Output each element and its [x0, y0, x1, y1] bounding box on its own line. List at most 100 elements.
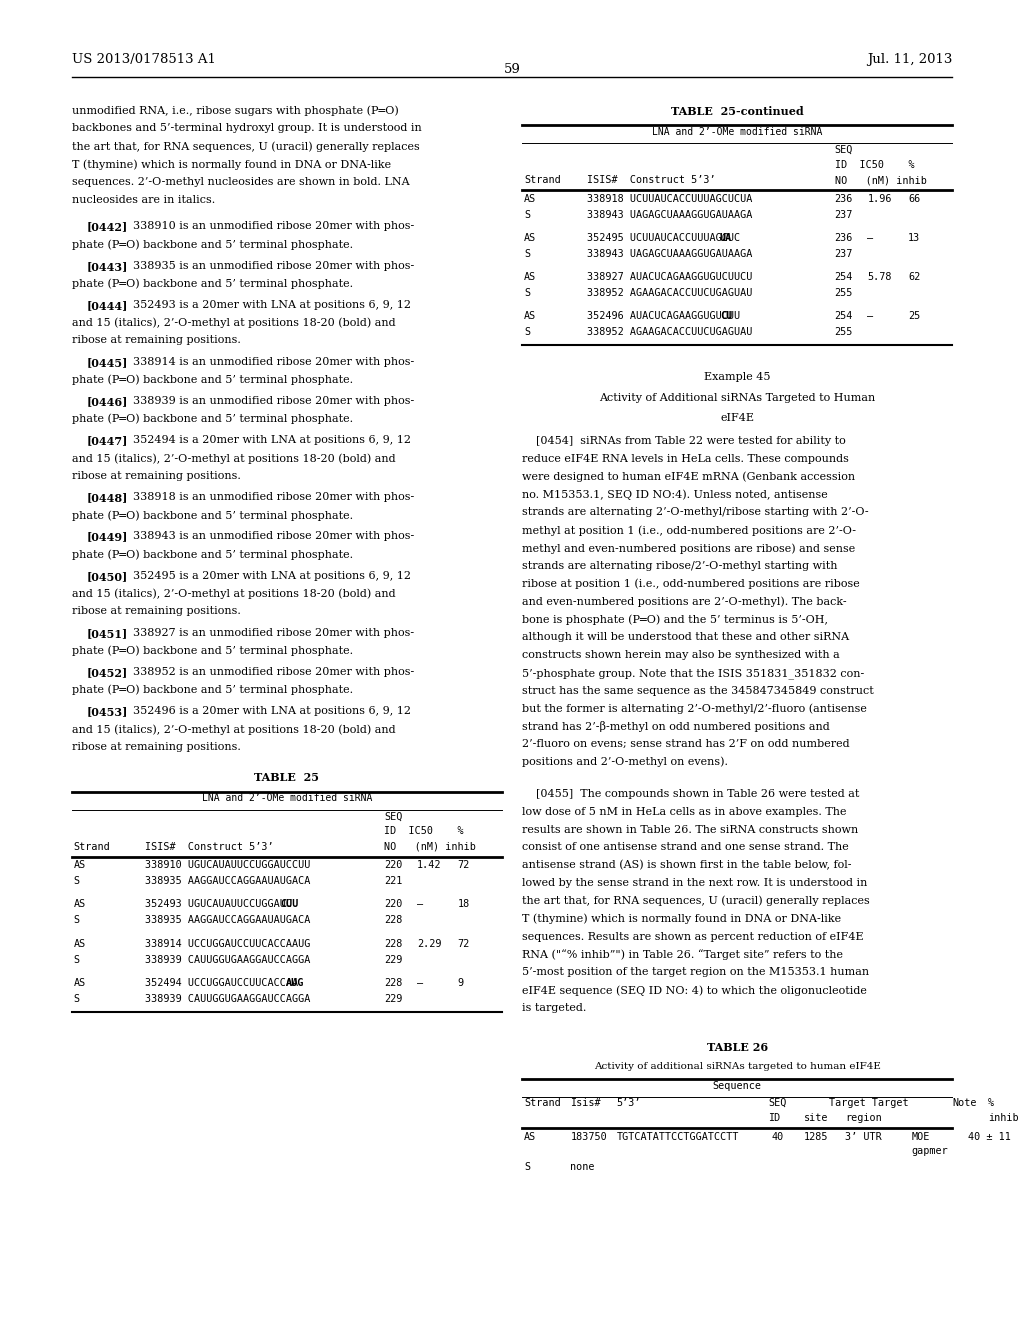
Text: Strand: Strand: [74, 842, 111, 851]
Text: phate (P═O) backbone and 5’ terminal phosphate.: phate (P═O) backbone and 5’ terminal pho…: [72, 549, 353, 560]
Text: TABLE  25: TABLE 25: [254, 772, 319, 783]
Text: T (thymine) which is normally found in DNA or DNA-like: T (thymine) which is normally found in D…: [522, 913, 842, 924]
Text: –: –: [867, 312, 873, 321]
Text: 1.42: 1.42: [417, 861, 441, 870]
Text: methyl at position 1 (i.e., odd-numbered positions are 2’-O-: methyl at position 1 (i.e., odd-numbered…: [522, 525, 856, 536]
Text: 338943 UAGAGCUAAAGGUGAUAAGA: 338943 UAGAGCUAAAGGUGAUAAGA: [587, 210, 752, 220]
Text: 62: 62: [908, 272, 921, 282]
Text: 221: 221: [384, 876, 402, 886]
Text: none: none: [570, 1162, 595, 1172]
Text: phate (P═O) backbone and 5’ terminal phosphate.: phate (P═O) backbone and 5’ terminal pho…: [72, 375, 353, 385]
Text: 338939 CAUUGGUGAAGGAUCCAGGA: 338939 CAUUGGUGAAGGAUCCAGGA: [145, 954, 310, 965]
Text: S: S: [524, 1162, 530, 1172]
Text: ribose at remaining positions.: ribose at remaining positions.: [72, 606, 241, 616]
Text: were designed to human eIF4E mRNA (Genbank accession: were designed to human eIF4E mRNA (Genba…: [522, 471, 855, 482]
Text: 237: 237: [835, 249, 853, 259]
Text: Sequence: Sequence: [713, 1081, 762, 1090]
Text: site: site: [804, 1113, 828, 1123]
Text: [0455]  The compounds shown in Table 26 were tested at: [0455] The compounds shown in Table 26 w…: [522, 789, 859, 799]
Text: LNA and 2’-OMe modified siRNA: LNA and 2’-OMe modified siRNA: [652, 127, 822, 136]
Text: S: S: [524, 210, 530, 220]
Text: 72: 72: [458, 939, 470, 949]
Text: 228: 228: [384, 916, 402, 925]
Text: NO   (nM) inhib: NO (nM) inhib: [835, 176, 927, 185]
Text: 338927 AUACUCAGAAGGUGUCUUCU: 338927 AUACUCAGAAGGUGUCUUCU: [587, 272, 752, 282]
Text: 228: 228: [384, 978, 402, 987]
Text: S: S: [524, 249, 530, 259]
Text: results are shown in Table 26. The siRNA constructs shown: results are shown in Table 26. The siRNA…: [522, 825, 858, 834]
Text: [0443]: [0443]: [87, 260, 128, 272]
Text: S: S: [74, 916, 80, 925]
Text: 338939 CAUUGGUGAAGGAUCCAGGA: 338939 CAUUGGUGAAGGAUCCAGGA: [145, 994, 310, 1005]
Text: 5’3’: 5’3’: [616, 1098, 641, 1107]
Text: UA: UA: [720, 232, 732, 243]
Text: ribose at remaining positions.: ribose at remaining positions.: [72, 471, 241, 480]
Text: TABLE 26: TABLE 26: [707, 1041, 768, 1053]
Text: eIF4E: eIF4E: [720, 413, 755, 422]
Text: 254: 254: [835, 272, 853, 282]
Text: 352494 UCCUGGAUCCUUCACCAA: 352494 UCCUGGAUCCUUCACCAA: [145, 978, 299, 987]
Text: S: S: [74, 876, 80, 886]
Text: 9: 9: [458, 978, 464, 987]
Text: CUU: CUU: [281, 899, 299, 909]
Text: sequences. Results are shown as percent reduction of eIF4E: sequences. Results are shown as percent …: [522, 932, 864, 941]
Text: AS: AS: [524, 312, 537, 321]
Text: [0451]: [0451]: [87, 628, 128, 639]
Text: methyl and even-numbered positions are ribose) and sense: methyl and even-numbered positions are r…: [522, 543, 855, 553]
Text: AS: AS: [74, 861, 86, 870]
Text: 228: 228: [384, 939, 402, 949]
Text: 229: 229: [384, 954, 402, 965]
Text: 3’ UTR: 3’ UTR: [845, 1133, 882, 1142]
Text: ISIS#  Construct 5’3’: ISIS# Construct 5’3’: [587, 176, 716, 185]
Text: AS: AS: [524, 272, 537, 282]
Text: ribose at remaining positions.: ribose at remaining positions.: [72, 742, 241, 752]
Text: T (thymine) which is normally found in DNA or DNA-like: T (thymine) which is normally found in D…: [72, 158, 391, 170]
Text: S: S: [74, 954, 80, 965]
Text: 236: 236: [835, 232, 853, 243]
Text: phate (P═O) backbone and 5’ terminal phosphate.: phate (P═O) backbone and 5’ terminal pho…: [72, 510, 353, 520]
Text: S: S: [524, 288, 530, 298]
Text: strand has 2’-β-methyl on odd numbered positions and: strand has 2’-β-methyl on odd numbered p…: [522, 721, 830, 733]
Text: although it will be understood that these and other siRNA: although it will be understood that thes…: [522, 632, 849, 642]
Text: phate (P═O) backbone and 5’ terminal phosphate.: phate (P═O) backbone and 5’ terminal pho…: [72, 685, 353, 696]
Text: Jul. 11, 2013: Jul. 11, 2013: [867, 53, 952, 66]
Text: 255: 255: [835, 327, 853, 338]
Text: Strand: Strand: [524, 1098, 561, 1107]
Text: but the former is alternating 2’-O-methyl/2’-fluoro (antisense: but the former is alternating 2’-O-methy…: [522, 704, 867, 714]
Text: 72: 72: [458, 861, 470, 870]
Text: unmodified RNA, i.e., ribose sugars with phosphate (P═O): unmodified RNA, i.e., ribose sugars with…: [72, 106, 398, 116]
Text: 40 ± 11: 40 ± 11: [968, 1133, 1011, 1142]
Text: lowed by the sense strand in the next row. It is understood in: lowed by the sense strand in the next ro…: [522, 878, 867, 888]
Text: ID: ID: [768, 1113, 780, 1123]
Text: 2.29: 2.29: [417, 939, 441, 949]
Text: Note: Note: [952, 1098, 977, 1107]
Text: 338952 is an unmodified ribose 20mer with phos-: 338952 is an unmodified ribose 20mer wit…: [133, 667, 415, 677]
Text: 1285: 1285: [804, 1133, 828, 1142]
Text: [0450]: [0450]: [87, 570, 128, 582]
Text: phate (P═O) backbone and 5’ terminal phosphate.: phate (P═O) backbone and 5’ terminal pho…: [72, 239, 353, 249]
Text: TABLE  25-continued: TABLE 25-continued: [671, 106, 804, 116]
Text: 338910 UGUCAUAUUCCUGGAUCCUU: 338910 UGUCAUAUUCCUGGAUCCUU: [145, 861, 310, 870]
Text: 338910 is an unmodified ribose 20mer with phos-: 338910 is an unmodified ribose 20mer wit…: [133, 222, 415, 231]
Text: RNA ("“% inhib”") in Table 26. “Target site” refers to the: RNA ("“% inhib”") in Table 26. “Target s…: [522, 949, 843, 960]
Text: 338952 AGAAGACACCUUCUGAGUAU: 338952 AGAAGACACCUUCUGAGUAU: [587, 288, 752, 298]
Text: 338952 AGAAGACACCUUCUGAGUAU: 338952 AGAAGACACCUUCUGAGUAU: [587, 327, 752, 338]
Text: and even-numbered positions are 2’-O-methyl). The back-: and even-numbered positions are 2’-O-met…: [522, 597, 847, 607]
Text: the art that, for RNA sequences, U (uracil) generally replaces: the art that, for RNA sequences, U (urac…: [72, 141, 420, 152]
Text: ISIS#  Construct 5’3’: ISIS# Construct 5’3’: [145, 842, 274, 851]
Text: AS: AS: [524, 1133, 537, 1142]
Text: US 2013/0178513 A1: US 2013/0178513 A1: [72, 53, 216, 66]
Text: bone is phosphate (P═O) and the 5’ terminus is 5’-OH,: bone is phosphate (P═O) and the 5’ termi…: [522, 614, 828, 624]
Text: and 15 (italics), 2’-O-methyl at positions 18-20 (bold) and: and 15 (italics), 2’-O-methyl at positio…: [72, 723, 395, 734]
Text: low dose of 5 nM in HeLa cells as in above examples. The: low dose of 5 nM in HeLa cells as in abo…: [522, 807, 847, 817]
Text: ribose at remaining positions.: ribose at remaining positions.: [72, 335, 241, 346]
Text: the art that, for RNA sequences, U (uracil) generally replaces: the art that, for RNA sequences, U (urac…: [522, 896, 870, 907]
Text: [0446]: [0446]: [87, 396, 128, 407]
Text: 338935 AAGGAUCCAGGAAUAUGACA: 338935 AAGGAUCCAGGAAUAUGACA: [145, 876, 310, 886]
Text: 183750: 183750: [570, 1133, 607, 1142]
Text: 352493 is a 20mer with LNA at positions 6, 9, 12: 352493 is a 20mer with LNA at positions …: [133, 300, 411, 310]
Text: 59: 59: [504, 63, 520, 77]
Text: struct has the same sequence as the 345847345849 construct: struct has the same sequence as the 3458…: [522, 685, 874, 696]
Text: [0448]: [0448]: [87, 492, 128, 503]
Text: 338927 is an unmodified ribose 20mer with phos-: 338927 is an unmodified ribose 20mer wit…: [133, 628, 415, 638]
